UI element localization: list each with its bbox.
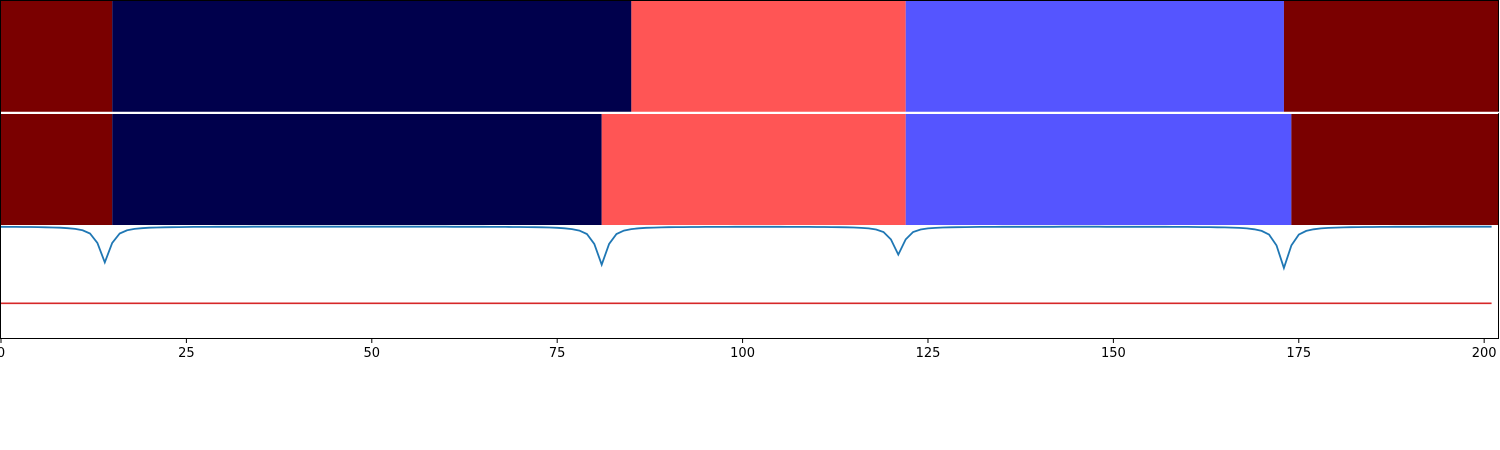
segment-rows xyxy=(1,1,1499,225)
x-tick-label-0: 0 xyxy=(0,346,5,361)
x-tick-label-25: 25 xyxy=(178,346,195,361)
segment-2-1 xyxy=(1,114,113,225)
signal-panel xyxy=(0,0,1499,339)
x-tick-label-200: 200 xyxy=(1472,346,1497,361)
x-tick-label-50: 50 xyxy=(364,346,381,361)
plot-frame xyxy=(0,0,1499,339)
x-tick-label-75: 75 xyxy=(549,346,566,361)
segment-row-1 xyxy=(1,1,1499,112)
segment-1-5 xyxy=(1283,1,1499,112)
segment-1-3 xyxy=(631,1,906,112)
x-tick-label-150: 150 xyxy=(1101,346,1126,361)
segment-1-2 xyxy=(112,1,632,112)
segment-row-2 xyxy=(1,114,1499,225)
segment-2-4 xyxy=(905,114,1292,225)
segment-1-1 xyxy=(1,1,113,112)
segment-2-3 xyxy=(601,114,906,225)
x-tick-label-100: 100 xyxy=(730,346,755,361)
x-tick-label-125: 125 xyxy=(916,346,941,361)
x-tick-label-175: 175 xyxy=(1286,346,1311,361)
signal-line xyxy=(0,225,1492,271)
segment-2-2 xyxy=(112,114,602,225)
segment-1-4 xyxy=(905,1,1284,112)
x-axis: 0 25 50 75 100 125 150 175 200 xyxy=(0,338,1497,361)
segment-2-5 xyxy=(1291,114,1499,225)
